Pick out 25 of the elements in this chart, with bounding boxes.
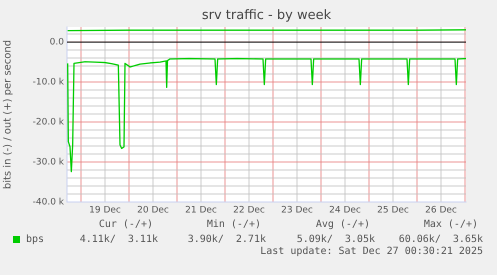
text: 5.09k/ 3.05k bbox=[296, 234, 375, 245]
x-tick-label: 23 Dec bbox=[281, 206, 313, 216]
y-axis-title: bits in (-) / out (+) per second bbox=[2, 40, 14, 190]
x-tick-label: 24 Dec bbox=[329, 206, 361, 216]
x-tick-label: 21 Dec bbox=[185, 206, 217, 216]
x-tick-label: 22 Dec bbox=[233, 206, 265, 216]
text: 60.06k/ 3.65k bbox=[398, 234, 483, 245]
y-tick-label: 0.0 bbox=[50, 38, 64, 48]
chart-title: srv traffic - by week bbox=[200, 8, 332, 23]
x-tick-label: 25 Dec bbox=[377, 206, 409, 216]
legend-label: bps bbox=[26, 234, 44, 245]
text: Last update: Sat Dec 27 00:30:21 2025 bbox=[260, 246, 483, 257]
text: Avg (-/+) bbox=[316, 219, 370, 230]
x-tick-label: 26 Dec bbox=[425, 206, 457, 216]
y-tick-label: -40.0 k bbox=[32, 197, 65, 208]
text: 4.11k/ 3.11k bbox=[80, 234, 158, 245]
text: Min (-/+) bbox=[206, 219, 261, 230]
y-tick-label: -20.0 k bbox=[32, 117, 65, 128]
y-tick-label: -30.0 k bbox=[32, 157, 65, 168]
x-tick-label: 19 Dec bbox=[89, 206, 121, 216]
text: Max (-/+) bbox=[424, 219, 478, 230]
text: 3.90k/ 2.71k bbox=[188, 234, 266, 245]
text: Cur (-/+) bbox=[98, 219, 153, 230]
y-tick-label: -10.0 k bbox=[32, 77, 65, 88]
x-tick-label: 20 Dec bbox=[137, 206, 169, 216]
